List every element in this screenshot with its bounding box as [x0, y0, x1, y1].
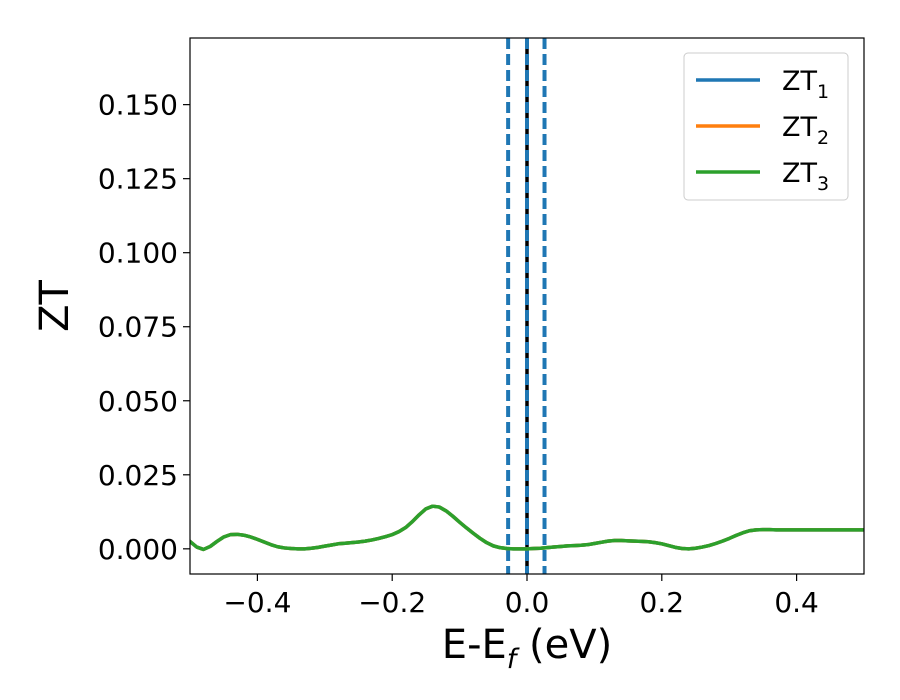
- legend-label-subscript: 1: [817, 81, 829, 103]
- x-axis-title-unit: (eV): [516, 622, 612, 668]
- y-axis-title: ZT: [32, 280, 78, 332]
- x-axis-title-main: E-E: [442, 622, 507, 668]
- x-tick-label: −0.4: [223, 586, 291, 619]
- y-tick-label: 0.100: [98, 237, 178, 270]
- y-axis-ticks: 0.000 0.025 0.050 0.075 0.100 0.125 0.150: [98, 89, 190, 566]
- y-tick-label: 0.125: [98, 163, 178, 196]
- legend-frame: [683, 52, 849, 201]
- x-tick-label: 0.4: [774, 586, 819, 619]
- y-tick-label: 0.000: [98, 533, 178, 566]
- series-lines: [190, 504, 864, 552]
- legend-label-main: ZT: [782, 66, 817, 97]
- series-line-zt3: [190, 504, 864, 552]
- x-axis-ticks: −0.4 −0.2 0.0 0.2 0.4: [223, 574, 819, 619]
- legend-label-subscript: 2: [817, 127, 829, 149]
- x-tick-label: 0.2: [640, 586, 685, 619]
- legend-label-zt3: ZT3: [782, 158, 829, 195]
- legend-label-main: ZT: [782, 158, 817, 189]
- y-tick-label: 0.150: [98, 89, 178, 122]
- legend-label-main: ZT: [782, 112, 817, 143]
- legend-label-zt2: ZT2: [782, 112, 829, 149]
- y-tick-label: 0.025: [98, 459, 178, 492]
- plot-frame: [189, 37, 865, 575]
- y-tick-label: 0.075: [98, 311, 178, 344]
- legend-label-subscript: 3: [817, 173, 829, 195]
- reference-lines: [506, 38, 547, 574]
- x-tick-label: 0.0: [505, 586, 550, 619]
- y-tick-label: 0.050: [98, 385, 178, 418]
- x-tick-label: −0.2: [358, 586, 426, 619]
- legend-label-zt1: ZT1: [782, 66, 829, 103]
- x-axis-title: E-Ef (eV): [442, 622, 612, 675]
